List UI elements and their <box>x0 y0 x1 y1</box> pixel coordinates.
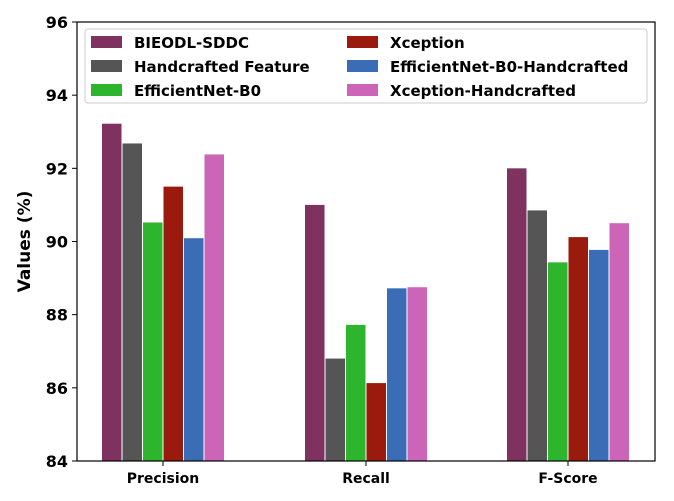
bar-group <box>102 123 629 462</box>
legend-swatch <box>91 60 122 72</box>
bar-2-0 <box>507 168 527 462</box>
bar-1-4 <box>387 288 407 461</box>
bar-0-1 <box>122 143 142 461</box>
y-tick-label: 92 <box>46 159 68 178</box>
bar-2-1 <box>527 210 547 461</box>
bar-1-3 <box>366 383 386 461</box>
bar-2-4 <box>589 249 609 461</box>
y-tick-label: 88 <box>46 306 68 325</box>
y-tick-label: 96 <box>46 13 68 32</box>
legend-label: EfficientNet-B0 <box>134 82 261 100</box>
y-axis-ticks: 84 86 88 90 92 94 96 <box>46 13 77 471</box>
y-tick-label: 90 <box>46 233 68 252</box>
bar-0-2 <box>143 222 163 461</box>
legend-swatch <box>347 36 378 48</box>
bar-0-0 <box>102 123 122 462</box>
x-tick-label: F-Score <box>538 471 597 487</box>
legend-swatch <box>91 84 122 96</box>
x-tick-label: Precision <box>127 471 199 487</box>
y-axis-label: Values (%) <box>15 191 35 293</box>
y-tick-label: 94 <box>46 86 68 105</box>
bar-2-5 <box>609 223 629 461</box>
plot-frame <box>76 21 656 462</box>
y-tick-label: 84 <box>46 452 68 471</box>
legend-swatch <box>91 36 122 48</box>
x-axis-ticks: Precision Recall F-Score <box>127 461 598 487</box>
bar-2-2 <box>548 262 568 461</box>
bar-1-2 <box>346 324 366 461</box>
bar-0-5 <box>204 154 224 461</box>
legend-label: Xception <box>390 34 465 52</box>
x-tick-label: Recall <box>342 471 390 487</box>
bar-0-4 <box>184 238 204 461</box>
bar-1-5 <box>407 287 427 461</box>
y-tick-label: 86 <box>46 379 68 398</box>
legend: BIEODL-SDDC Handcrafted Feature EfficientN… <box>84 28 648 104</box>
bar-1-0 <box>305 204 325 461</box>
legend-swatch <box>347 84 378 96</box>
bar-2-3 <box>568 237 588 461</box>
legend-label: Handcrafted Feature <box>134 58 310 76</box>
legend-label: BIEODL-SDDC <box>134 34 249 52</box>
bar-1-1 <box>325 358 345 461</box>
legend-label: EfficientNet-B0-Handcrafted <box>390 58 628 76</box>
bar-0-3 <box>163 186 183 461</box>
legend-swatch <box>347 60 378 72</box>
legend-label: Xception-Handcrafted <box>390 82 576 100</box>
